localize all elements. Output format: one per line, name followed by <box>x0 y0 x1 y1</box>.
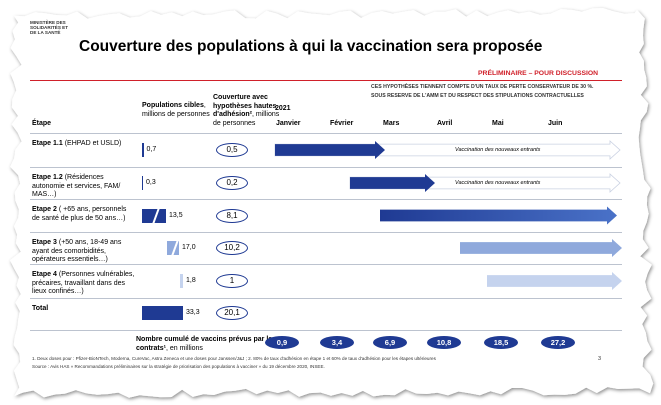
cumulative-value: 6,9 <box>373 336 407 349</box>
step-cell: Etape 4 (Personnes vulnérables, précaire… <box>32 271 136 297</box>
cumulative-value: 18,5 <box>484 336 518 349</box>
step-detail: (Personnes vulnérables, précaires, trava… <box>32 271 135 295</box>
step-cell: Etape 3 (+50 ans, 18-49 ans ayant des co… <box>32 239 136 265</box>
col-coverage: Couverture avec hypothèses hautes d'adhé… <box>213 94 287 128</box>
row-separator <box>30 298 622 299</box>
step-cell: Etape 2 ( +65 ans, personnels de santé d… <box>32 206 136 223</box>
row-separator <box>30 264 622 265</box>
col-population-bold: Populations cibles <box>142 102 204 109</box>
timeline-arrows <box>274 140 622 290</box>
coverage-value: 0,5 <box>216 143 248 157</box>
step-name: Total <box>32 305 49 312</box>
coverage-value: 20,1 <box>216 306 248 320</box>
population-value: 13,5 <box>169 211 183 219</box>
title: Couverture des populations à qui la vacc… <box>79 38 543 55</box>
step-name: Etape 2 <box>32 206 57 213</box>
arrow-label: Vaccination des nouveaux entrants <box>455 180 541 186</box>
source: Source : Avis HAS « Recommandations prél… <box>32 364 325 369</box>
month-label: Février <box>330 120 354 127</box>
step-detail: (Résidences autonomie et services, FAM/ … <box>32 174 121 198</box>
population-bar <box>142 143 144 157</box>
step-name: Etape 3 <box>32 239 57 246</box>
cumulative-value: 27,2 <box>541 336 575 349</box>
row-separator <box>30 133 622 134</box>
logo: MINISTÈRE DES SOLIDARITÉS ET DE LA SANTÉ <box>30 20 69 35</box>
cumulative-label-bold: Nombre cumulé de vaccins prévus par les … <box>136 336 277 352</box>
population-value: 0,3 <box>146 179 156 186</box>
page-number: 3 <box>598 356 602 362</box>
step-cell: Total <box>32 305 136 314</box>
timeline-arrow <box>487 272 622 290</box>
population-value: 0,7 <box>146 146 157 153</box>
month-label: Juin <box>548 120 563 127</box>
timeline-arrow <box>460 239 622 257</box>
coverage-value: 10,2 <box>216 241 248 255</box>
population-bar <box>180 274 183 288</box>
timeline-arrow <box>380 206 617 225</box>
row-separator <box>30 232 622 233</box>
population-bar <box>142 306 183 320</box>
col-population: Populations cibles, millions de personne… <box>142 102 210 119</box>
population-value: 1,8 <box>186 277 196 284</box>
paper-edge <box>10 8 654 398</box>
step-cell: Etape 1.2 (Résidences autonomie et servi… <box>32 174 136 200</box>
timeline-arrow <box>350 174 435 192</box>
step-detail: (+50 ans, 18-49 ans ayant des comorbidit… <box>32 239 122 263</box>
month-label: Mai <box>492 120 504 127</box>
month-label: Mars <box>383 120 400 127</box>
row-separator <box>30 167 622 168</box>
month-label: Janvier <box>276 120 301 127</box>
coverage-value: 1 <box>216 274 248 288</box>
step-name: Etape 1.2 <box>32 174 63 181</box>
step-detail: ( +65 ans, personnels de santé de plus d… <box>32 206 127 222</box>
red-rule <box>30 80 622 81</box>
cumulative-label-rest: , en millions <box>165 344 203 352</box>
population-value: 17,0 <box>182 244 196 251</box>
cumulative-value: 0,9 <box>265 336 299 349</box>
note-2: SOUS RESERVE DE L'AMM ET DU RESPECT DES … <box>371 93 584 99</box>
col-coverage-rest: , millions de personnes <box>213 111 280 127</box>
coverage-value: 0,2 <box>216 176 248 190</box>
step-name: Etape 1.1 <box>32 140 63 147</box>
cumulative-value: 3,4 <box>320 336 354 349</box>
status: PRÉLIMINAIRE – POUR DISCUSSION <box>478 70 599 77</box>
arrow-label: Vaccination des nouveaux entrants <box>455 147 541 153</box>
timeline-arrow <box>275 141 385 159</box>
note-1: CES HYPOTHÈSES TIENNENT COMPTE D'UN TAUX… <box>371 84 594 90</box>
cumulative-value: 10,8 <box>427 336 461 349</box>
month-label: Avril <box>437 120 453 127</box>
step-cell: Etape 1.1 (EHPAD et USLD) <box>32 140 136 149</box>
year: 2021 <box>275 105 291 112</box>
population-value: 33,3 <box>186 309 200 316</box>
col-coverage-bold: Couverture avec hypothèses hautes d'adhé… <box>213 94 277 118</box>
col-step: Étape <box>32 120 52 127</box>
col-population-rest: , millions de personnes <box>142 102 210 118</box>
row-separator <box>30 330 622 331</box>
population-bar <box>142 176 143 190</box>
row-separator <box>30 199 622 200</box>
cumulative-label: Nombre cumulé de vaccins prévus par les … <box>136 336 286 353</box>
step-detail: (EHPAD et USLD) <box>64 140 122 147</box>
step-name: Etape 4 <box>32 271 57 278</box>
coverage-value: 8,1 <box>216 208 248 223</box>
footnote: 1. Deux doses pour : Pfizer-BioNTech, Mo… <box>32 356 436 361</box>
